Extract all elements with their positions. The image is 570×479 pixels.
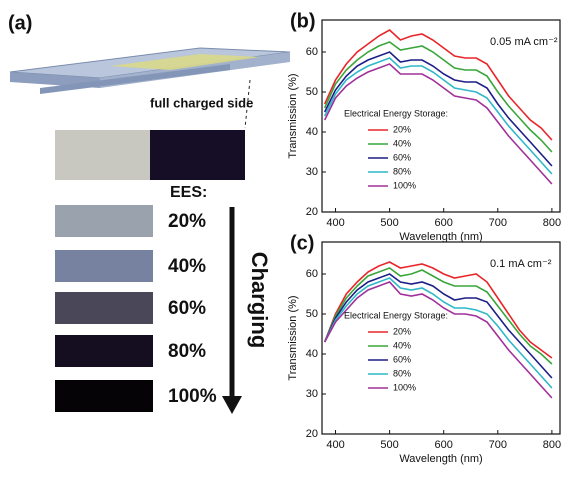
legend-title: Electrical Energy Storage: xyxy=(344,310,448,320)
plot-frame xyxy=(321,241,561,435)
y-tick-label: 20 xyxy=(306,206,318,218)
x-axis-label: Wavelength (nm) xyxy=(399,231,482,243)
x-axis-label: Wavelength (nm) xyxy=(399,453,482,465)
y-tick-label: 50 xyxy=(306,86,318,98)
series-line xyxy=(323,51,553,167)
series-line xyxy=(323,277,553,389)
series-line xyxy=(323,57,553,175)
x-tick-label: 500 xyxy=(380,217,398,229)
x-tick-label: 800 xyxy=(543,217,561,229)
y-axis-label: Transmission (%) xyxy=(287,295,299,380)
legend-label: 20% xyxy=(393,124,411,134)
x-tick-label: 400 xyxy=(326,439,344,451)
series-line xyxy=(323,29,553,141)
ees-level: 40% xyxy=(168,256,206,277)
photo-40 xyxy=(55,250,153,282)
legend-label: 60% xyxy=(393,152,411,162)
ees-level: 100% xyxy=(168,386,217,407)
annotation: 0.05 mA cm⁻² xyxy=(490,36,558,48)
note-line xyxy=(244,79,251,129)
annotation: 0.1 mA cm⁻² xyxy=(490,258,552,270)
photo-bleached xyxy=(55,130,150,180)
x-tick-label: 600 xyxy=(435,439,453,451)
arrow-label: Charging xyxy=(247,252,272,349)
photo-80 xyxy=(55,335,153,367)
x-tick-label: 600 xyxy=(435,217,453,229)
y-tick-label: 60 xyxy=(306,46,318,58)
legend-label: 80% xyxy=(393,368,411,378)
arrow-head xyxy=(222,396,242,414)
ees-level: 60% xyxy=(168,298,206,319)
photo-100 xyxy=(55,380,153,412)
y-tick-label: 30 xyxy=(306,166,318,178)
legend-label: 80% xyxy=(393,166,411,176)
series-line xyxy=(323,273,553,379)
panel-label: (a) xyxy=(8,12,32,34)
legend-label: 100% xyxy=(393,180,416,190)
series-line xyxy=(323,41,553,153)
legend-label: 20% xyxy=(393,326,411,336)
ees-level: 20% xyxy=(168,211,206,232)
device-note: full charged side xyxy=(150,95,253,110)
y-axis-label: Transmission (%) xyxy=(287,73,299,158)
x-tick-label: 800 xyxy=(543,439,561,451)
x-tick-label: 700 xyxy=(489,217,507,229)
series-line xyxy=(323,63,553,185)
series-line xyxy=(323,261,553,359)
photo-60 xyxy=(55,292,153,324)
y-tick-label: 50 xyxy=(306,308,318,320)
y-tick-label: 40 xyxy=(306,126,318,138)
legend-label: 40% xyxy=(393,138,411,148)
plot-frame xyxy=(321,19,561,213)
y-tick-label: 20 xyxy=(306,428,318,440)
device-illustration xyxy=(9,47,291,94)
x-tick-label: 700 xyxy=(489,439,507,451)
y-tick-label: 60 xyxy=(306,268,318,280)
x-tick-label: 500 xyxy=(380,439,398,451)
series-line xyxy=(323,281,553,399)
legend-label: 40% xyxy=(393,340,411,350)
legend-label: 100% xyxy=(393,382,416,392)
legend-label: 60% xyxy=(393,354,411,364)
ees-level: 80% xyxy=(168,341,206,362)
panel-label: (c) xyxy=(290,232,314,254)
series-line xyxy=(323,267,553,365)
panel-label: (b) xyxy=(290,10,316,32)
ees-label: EES: xyxy=(170,184,207,201)
y-tick-label: 30 xyxy=(306,388,318,400)
legend-title: Electrical Energy Storage: xyxy=(344,108,448,118)
y-tick-label: 40 xyxy=(306,348,318,360)
x-tick-label: 400 xyxy=(326,217,344,229)
photo-20 xyxy=(55,205,153,237)
photo-charged xyxy=(150,130,245,180)
